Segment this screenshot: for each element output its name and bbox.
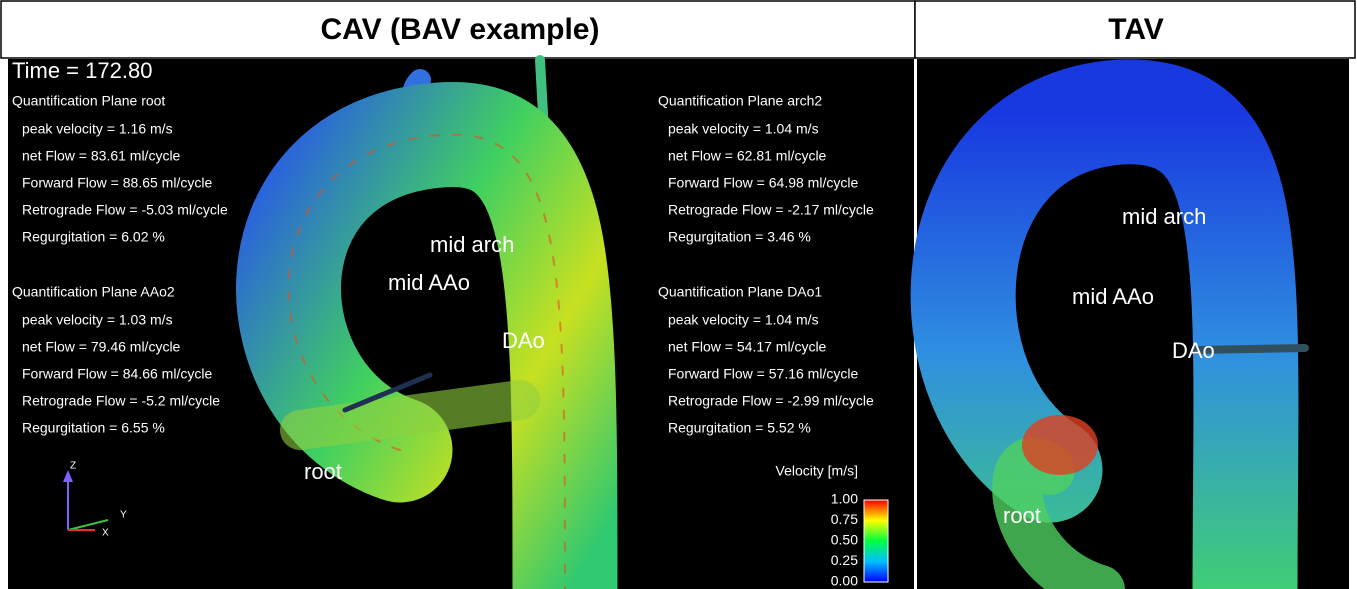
header-title: CAV (BAV example) bbox=[321, 13, 600, 46]
plane-metric: peak velocity = 1.04 m/s bbox=[668, 312, 819, 328]
figure: CAV (BAV example) TAV Z Y X Velocity [m/… bbox=[0, 0, 1357, 589]
colorbar-tick-label: 0.25 bbox=[831, 552, 858, 568]
axis-label: Y bbox=[120, 510, 127, 521]
plane-metric: Retrograde Flow = -5.2 ml/cycle bbox=[22, 393, 220, 409]
region-label: mid AAo bbox=[1072, 284, 1154, 309]
plane-metric: Regurgitation = 6.55 % bbox=[22, 420, 165, 436]
region-label: mid arch bbox=[1122, 204, 1206, 229]
plane-title: Quantification Plane AAo2 bbox=[12, 284, 175, 300]
plane-metric: Forward Flow = 88.65 ml/cycle bbox=[22, 175, 212, 191]
plane-title: Quantification Plane root bbox=[12, 93, 165, 109]
plane-metric: Forward Flow = 84.66 ml/cycle bbox=[22, 366, 212, 382]
plane-metric: net Flow = 83.61 ml/cycle bbox=[22, 148, 181, 164]
plane-metric: Regurgitation = 3.46 % bbox=[668, 229, 811, 245]
plane-metric: Forward Flow = 57.16 ml/cycle bbox=[668, 366, 858, 382]
plane-metric: Regurgitation = 5.52 % bbox=[668, 420, 811, 436]
colorbar-title: Velocity [m/s] bbox=[776, 463, 858, 479]
plane-metric: peak velocity = 1.16 m/s bbox=[22, 121, 173, 137]
colorbar-tick-label: 0.75 bbox=[831, 511, 858, 527]
time-label: Time = 172.80 bbox=[12, 58, 152, 83]
plane-metric: Retrograde Flow = -2.17 ml/cycle bbox=[668, 202, 874, 218]
plane-metric: Forward Flow = 64.98 ml/cycle bbox=[668, 175, 858, 191]
region-label: root bbox=[304, 459, 342, 484]
region-label: root bbox=[1003, 503, 1041, 528]
plane-metric: Retrograde Flow = -2.99 ml/cycle bbox=[668, 393, 874, 409]
axis-label: Z bbox=[70, 461, 76, 472]
region-label: mid AAo bbox=[388, 270, 470, 295]
colorbar bbox=[864, 500, 888, 582]
plane-title: Quantification Plane arch2 bbox=[658, 93, 822, 109]
plane-title: Quantification Plane DAo1 bbox=[658, 284, 822, 300]
colorbar-tick-label: 0.50 bbox=[831, 532, 858, 548]
region-label: DAo bbox=[502, 328, 545, 353]
region-label: mid arch bbox=[430, 232, 514, 257]
colorbar-tick-label: 1.00 bbox=[831, 491, 858, 507]
region-label: DAo bbox=[1172, 338, 1215, 363]
colorbar-tick-label: 0.00 bbox=[831, 573, 858, 589]
plane-metric: net Flow = 79.46 ml/cycle bbox=[22, 339, 181, 355]
plane-metric: net Flow = 54.17 ml/cycle bbox=[668, 339, 827, 355]
axis-label: X bbox=[102, 528, 109, 539]
plane-metric: peak velocity = 1.03 m/s bbox=[22, 312, 173, 328]
plane-metric: peak velocity = 1.04 m/s bbox=[668, 121, 819, 137]
plane-metric: Retrograde Flow = -5.03 ml/cycle bbox=[22, 202, 228, 218]
header-title: TAV bbox=[1108, 13, 1164, 46]
plane-metric: Regurgitation = 6.02 % bbox=[22, 229, 165, 245]
plane-metric: net Flow = 62.81 ml/cycle bbox=[668, 148, 827, 164]
